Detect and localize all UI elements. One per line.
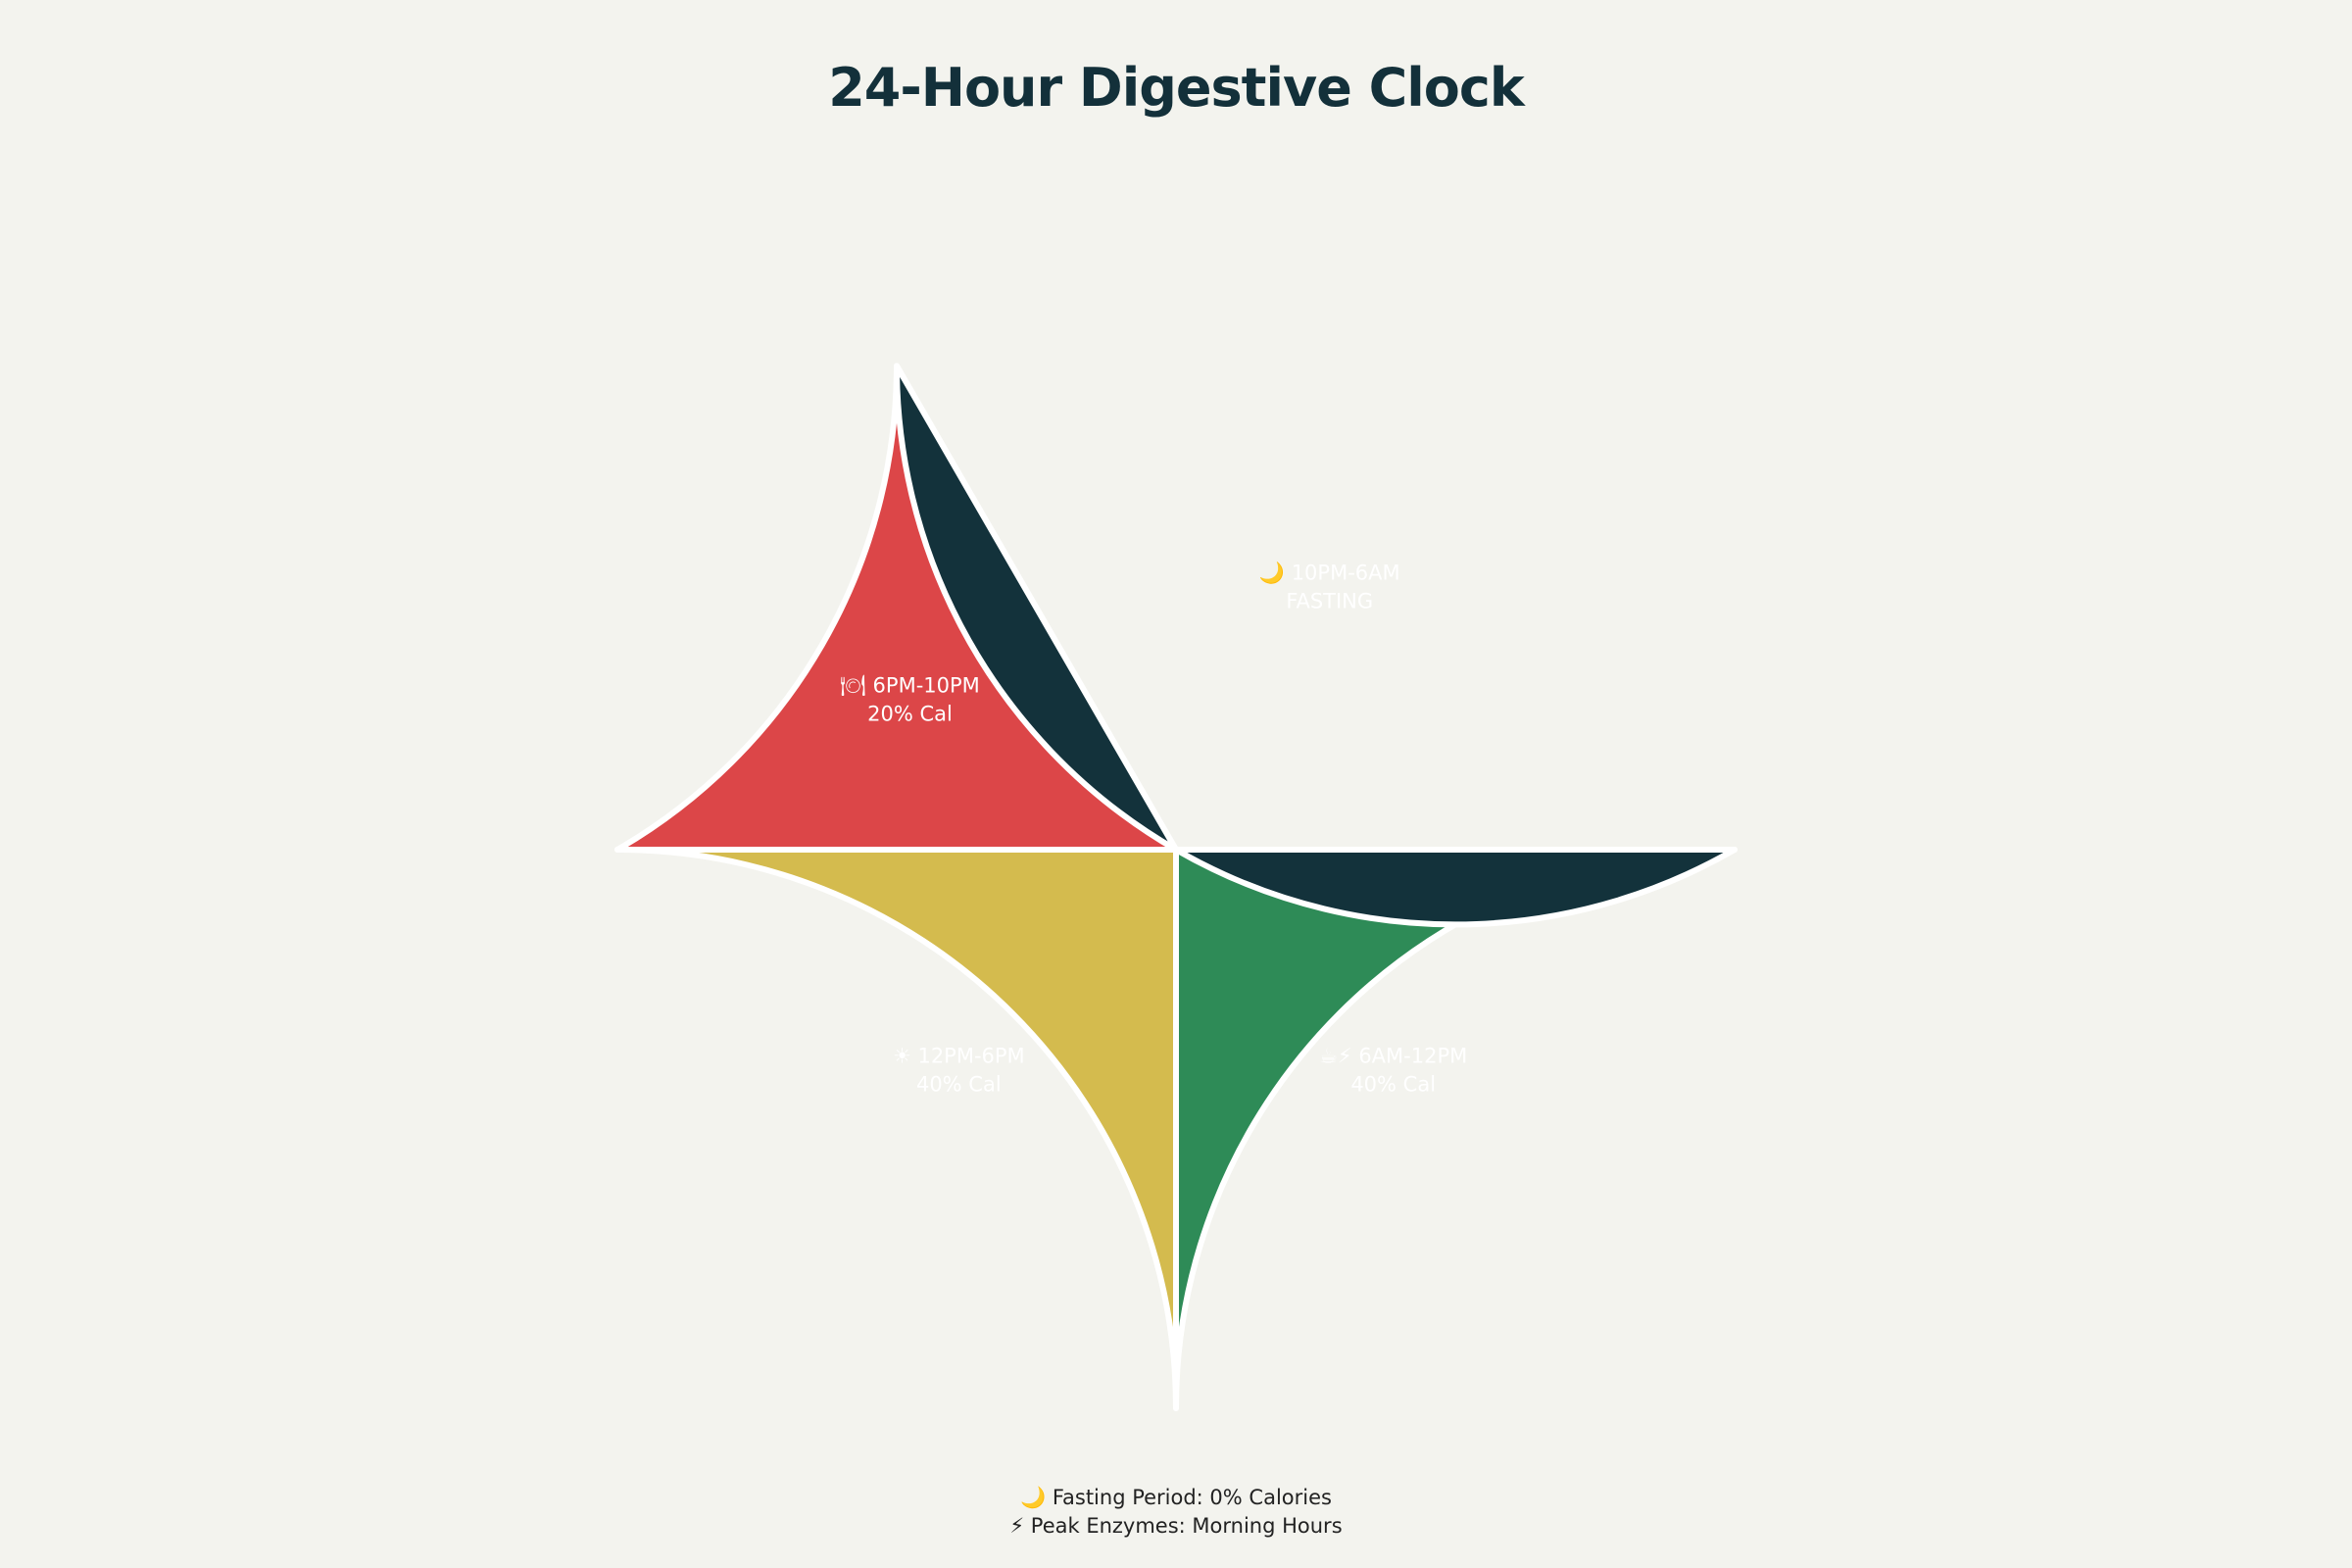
chart-title: 24-Hour Digestive Clock bbox=[828, 57, 1525, 119]
slice-label-0: ☕⚡ 6AM-12PM 40% Cal bbox=[1319, 1045, 1467, 1097]
chart-footnote: 🌙 Fasting Period: 0% Calories ⚡ Peak Enz… bbox=[0, 1484, 2352, 1541]
footnote-fasting: 🌙 Fasting Period: 0% Calories bbox=[1020, 1486, 1332, 1509]
slice-label-2: 🍽 6PM-10PM 20% Cal bbox=[840, 673, 980, 725]
pie-slice-3 bbox=[894, 363, 1738, 928]
slice-label-1: ☀ 12PM-6PM 40% Cal bbox=[893, 1045, 1025, 1097]
pie-slice-0 bbox=[1173, 847, 1738, 1411]
footnote-peak-enzymes: ⚡ Peak Enzymes: Morning Hours bbox=[1009, 1514, 1343, 1538]
pie-slice-1 bbox=[614, 847, 1179, 1411]
slice-label-3: 🌙 10PM-6AM FASTING bbox=[1259, 561, 1400, 613]
